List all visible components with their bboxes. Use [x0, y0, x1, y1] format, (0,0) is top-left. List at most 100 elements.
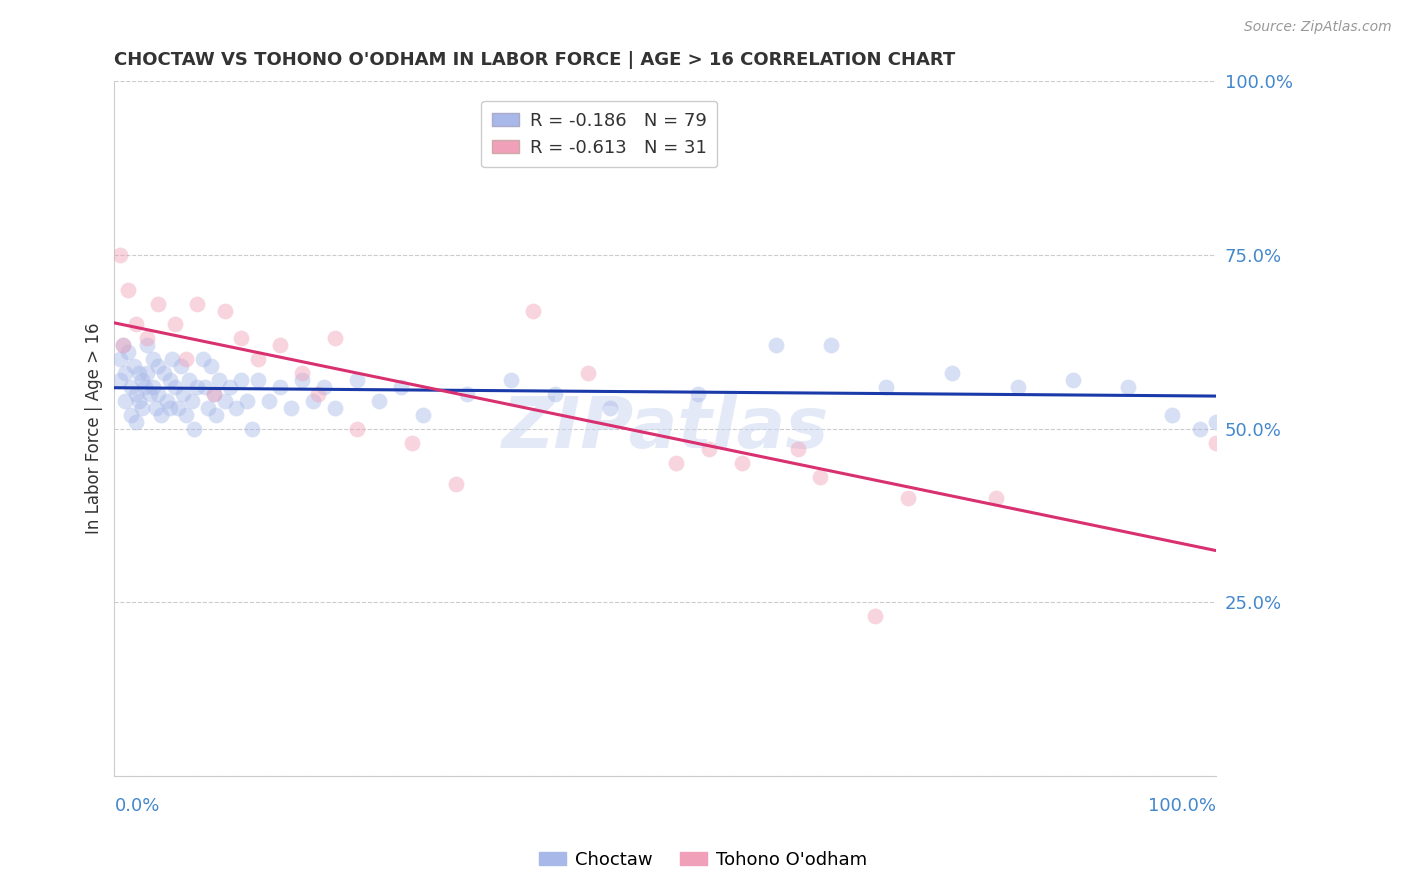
Point: [269, 338, 291, 352]
Point: [1205, 415, 1227, 429]
Text: CHOCTAW VS TOHONO O'ODHAM IN LABOR FORCE | AGE > 16 CORRELATION CHART: CHOCTAW VS TOHONO O'ODHAM IN LABOR FORCE…: [114, 51, 956, 69]
Point: [246, 352, 269, 367]
Text: 100.0%: 100.0%: [1149, 797, 1216, 814]
Point: [108, 352, 131, 367]
Legend: R = -0.186   N = 79, R = -0.613   N = 31: R = -0.186 N = 79, R = -0.613 N = 31: [481, 101, 717, 168]
Point: [148, 387, 170, 401]
Point: [131, 373, 153, 387]
Point: [128, 366, 150, 380]
Point: [875, 380, 897, 394]
Point: [169, 359, 191, 373]
Point: [153, 366, 176, 380]
Point: [599, 401, 621, 415]
Point: [665, 456, 688, 470]
Point: [112, 338, 135, 352]
Point: [112, 338, 135, 352]
Point: [108, 373, 131, 387]
Point: [120, 408, 142, 422]
Point: [214, 393, 236, 408]
Point: [159, 401, 181, 415]
Point: [688, 387, 710, 401]
Point: [167, 401, 190, 415]
Point: [128, 393, 150, 408]
Point: [731, 456, 754, 470]
Point: [291, 366, 314, 380]
Point: [214, 303, 236, 318]
Point: [1161, 408, 1184, 422]
Point: [120, 380, 142, 394]
Point: [229, 331, 252, 345]
Point: [699, 442, 721, 457]
Point: [191, 352, 214, 367]
Point: [1188, 422, 1211, 436]
Point: [136, 338, 159, 352]
Point: [202, 387, 225, 401]
Point: [240, 422, 263, 436]
Point: [108, 248, 131, 262]
Point: [808, 470, 831, 484]
Point: [229, 373, 252, 387]
Point: [148, 296, 170, 310]
Point: [444, 477, 467, 491]
Point: [125, 387, 148, 401]
Point: [786, 442, 808, 457]
Point: [163, 380, 186, 394]
Point: [202, 387, 225, 401]
Point: [174, 352, 197, 367]
Point: [197, 401, 219, 415]
Point: [172, 387, 194, 401]
Point: [183, 422, 205, 436]
Point: [346, 373, 368, 387]
Point: [142, 380, 165, 394]
Y-axis label: In Labor Force | Age > 16: In Labor Force | Age > 16: [86, 323, 103, 534]
Point: [117, 283, 139, 297]
Point: [1062, 373, 1084, 387]
Point: [401, 435, 423, 450]
Point: [194, 380, 217, 394]
Point: [136, 366, 159, 380]
Text: ZIPatlas: ZIPatlas: [502, 394, 830, 463]
Point: [280, 401, 302, 415]
Point: [765, 338, 787, 352]
Point: [367, 393, 389, 408]
Point: [163, 318, 186, 332]
Point: [225, 401, 247, 415]
Point: [1205, 435, 1227, 450]
Point: [186, 296, 208, 310]
Point: [257, 393, 280, 408]
Point: [1007, 380, 1029, 394]
Point: [301, 393, 323, 408]
Point: [544, 387, 567, 401]
Point: [412, 408, 434, 422]
Point: [149, 408, 172, 422]
Point: [291, 373, 314, 387]
Point: [897, 491, 920, 505]
Point: [219, 380, 242, 394]
Point: [125, 415, 148, 429]
Point: [984, 491, 1007, 505]
Point: [159, 373, 181, 387]
Point: [179, 373, 201, 387]
Point: [136, 331, 159, 345]
Point: [820, 338, 842, 352]
Point: [138, 387, 160, 401]
Point: [114, 366, 136, 380]
Point: [142, 352, 165, 367]
Point: [145, 401, 167, 415]
Point: [208, 373, 231, 387]
Point: [114, 393, 136, 408]
Point: [941, 366, 963, 380]
Point: [180, 393, 202, 408]
Point: [186, 380, 208, 394]
Point: [323, 401, 346, 415]
Point: [576, 366, 599, 380]
Point: [148, 359, 170, 373]
Point: [863, 609, 886, 624]
Point: [1116, 380, 1139, 394]
Point: [269, 380, 291, 394]
Point: [125, 318, 148, 332]
Point: [499, 373, 522, 387]
Point: [389, 380, 412, 394]
Text: 0.0%: 0.0%: [114, 797, 160, 814]
Point: [204, 408, 226, 422]
